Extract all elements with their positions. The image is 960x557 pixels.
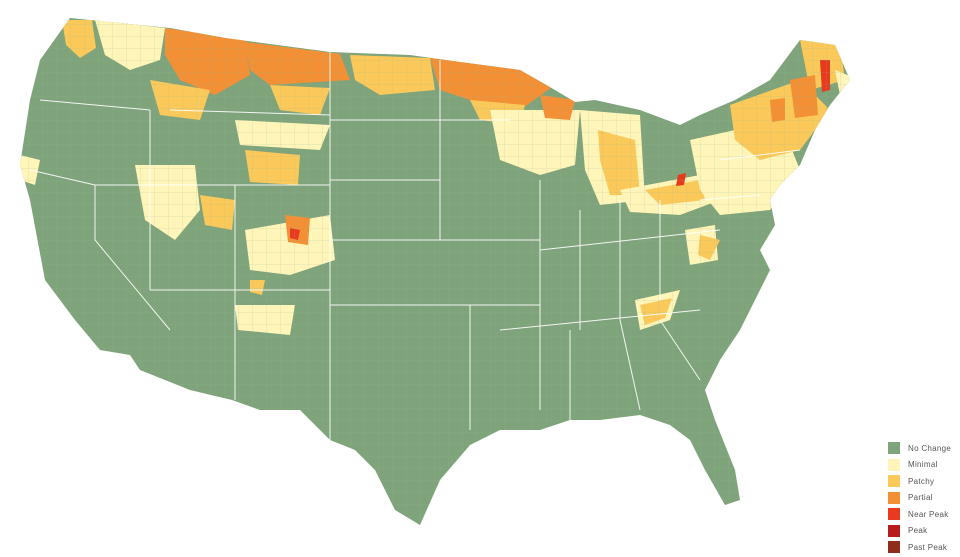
legend-label: Past Peak — [908, 542, 948, 552]
legend-swatch-past-peak — [888, 541, 900, 554]
legend-item-near-peak: Near Peak — [888, 506, 958, 523]
legend-label: No Change — [908, 443, 952, 453]
legend-label: Patchy — [908, 476, 935, 486]
legend-swatch-near-peak — [888, 508, 900, 521]
legend-label: Minimal — [908, 460, 938, 470]
legend-label: Partial — [908, 493, 933, 503]
legend-item-minimal: Minimal — [888, 457, 958, 474]
legend: No Change Minimal Patchy Partial Near Pe… — [888, 440, 958, 556]
legend-item-peak: Peak — [888, 523, 958, 540]
legend-label: Near Peak — [908, 509, 949, 519]
state-borders — [29, 52, 801, 440]
legend-swatch-peak — [888, 524, 900, 537]
legend-item-patchy: Patchy — [888, 473, 958, 490]
legend-swatch-partial — [888, 491, 900, 504]
legend-item-partial: Partial — [888, 490, 958, 507]
legend-swatch-no-change — [888, 442, 900, 455]
county-lines — [20, 18, 850, 525]
legend-item-no-change: No Change — [888, 440, 958, 457]
legend-label: Peak — [908, 526, 928, 536]
legend-swatch-patchy — [888, 475, 900, 488]
legend-item-past-peak: Past Peak — [888, 539, 958, 556]
legend-swatch-minimal — [888, 458, 900, 471]
